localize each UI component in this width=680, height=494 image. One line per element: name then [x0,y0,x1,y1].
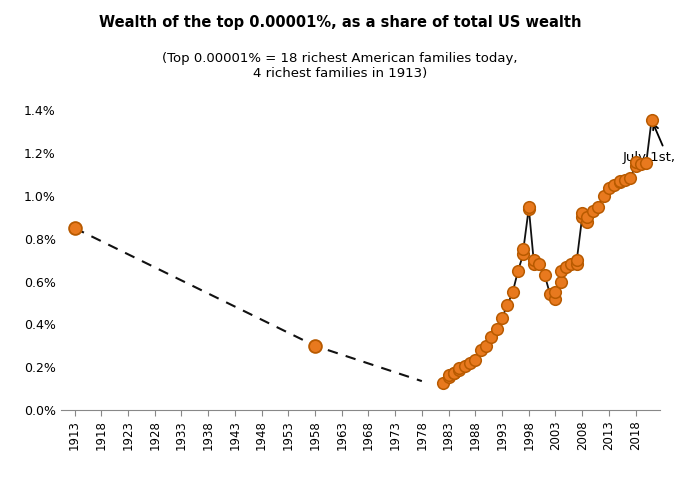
Point [571,256,582,264]
Point [577,209,588,217]
Point [545,290,556,298]
Point [550,295,561,303]
Point [588,207,598,215]
Point [630,162,641,170]
Point [625,174,636,182]
Point [566,260,577,268]
Point [641,159,651,166]
Point [528,260,539,268]
Point [582,218,593,226]
Point [636,160,647,168]
Point [534,260,545,268]
Point [614,177,625,185]
Point [539,271,550,279]
Point [609,181,619,189]
Point [454,364,464,372]
Point [309,342,320,350]
Point [486,333,497,341]
Point [475,346,486,354]
Point [518,246,529,253]
Point [449,369,460,376]
Text: (Top 0.00001% = 18 richest American families today,
4 richest families in 1913): (Top 0.00001% = 18 richest American fami… [163,52,517,80]
Point [619,176,630,184]
Point [470,356,481,364]
Point [577,213,588,221]
Point [507,288,518,296]
Point [454,367,464,374]
Point [556,267,566,275]
Point [550,288,561,296]
Point [614,178,625,186]
Point [524,205,534,213]
Point [582,213,593,221]
Point [449,369,460,376]
Point [513,267,524,275]
Point [464,359,475,367]
Point [502,301,513,309]
Point [593,203,604,210]
Point [69,224,80,232]
Point [603,184,614,192]
Point [496,314,507,322]
Point [524,203,534,210]
Point [598,192,609,200]
Point [438,379,449,387]
Point [443,370,454,378]
Point [481,342,492,350]
Text: July 1st, 2021: July 1st, 2021 [622,124,680,164]
Point [491,325,502,332]
Point [630,158,641,165]
Point [556,278,566,286]
Point [518,250,529,258]
Title: Wealth of the top 0.00001%, as a share of total US wealth
(Top 0.00001% = 18 ric: Wealth of the top 0.00001%, as a share o… [0,493,1,494]
Text: Wealth of the top 0.00001%, as a share of total US wealth: Wealth of the top 0.00001%, as a share o… [99,15,581,30]
Point [528,256,539,264]
Point [646,116,657,124]
Point [561,263,572,271]
Point [459,362,470,370]
Point [443,373,454,381]
Point [571,260,582,268]
